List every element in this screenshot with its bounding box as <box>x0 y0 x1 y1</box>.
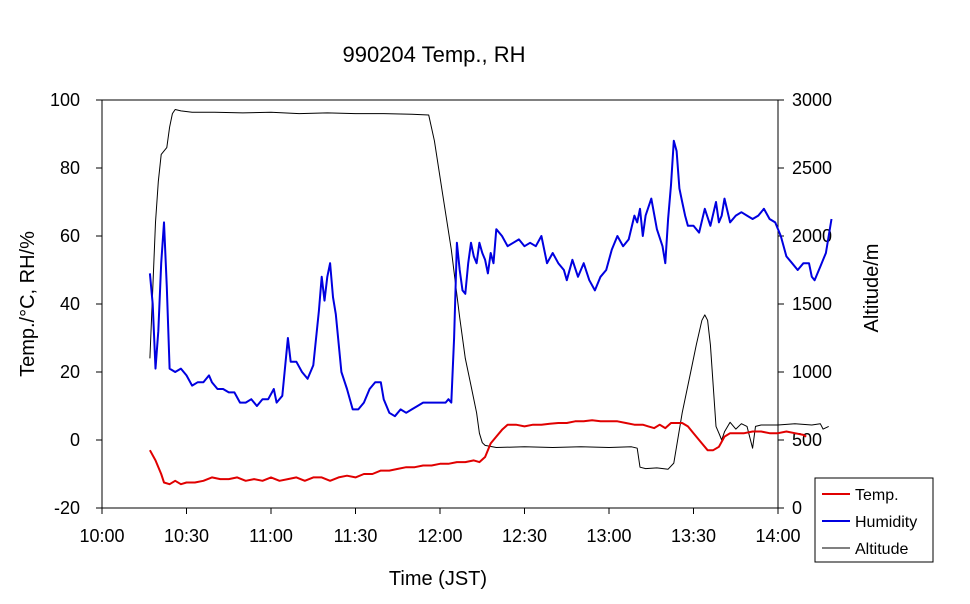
series-layer <box>148 109 833 486</box>
x-tick-label: 11:30 <box>334 526 378 546</box>
x-tick-label: 14:00 <box>755 526 800 546</box>
y-left-tick-label: 20 <box>60 362 80 382</box>
chart-title: 990204 Temp., RH <box>342 42 525 67</box>
series-line-altitude <box>149 109 829 470</box>
y-right-tick-label: 2000 <box>792 226 832 246</box>
x-tick-label: 13:30 <box>671 526 716 546</box>
y-left-tick-label: 60 <box>60 226 80 246</box>
y-right-tick-label: 2500 <box>792 158 832 178</box>
y-right-tick-label: 0 <box>792 498 802 518</box>
x-tick-label: 12:30 <box>502 526 547 546</box>
legend: Temp. Humidity Altitude <box>814 477 934 563</box>
y-left-tick-label: 100 <box>50 90 80 110</box>
y-right-axis-label: Altitude/m <box>861 244 883 333</box>
legend-label: Altitude <box>855 541 908 558</box>
y-right-tick-label: 1500 <box>792 294 832 314</box>
x-tick-label: 13:00 <box>586 526 631 546</box>
y-left-tick-label: 80 <box>60 158 80 178</box>
x-tick-label: 12:00 <box>417 526 462 546</box>
x-tick-label: 11:00 <box>249 526 293 546</box>
series-line-temp <box>149 419 807 486</box>
y-right-tick-label: 3000 <box>792 90 832 110</box>
y-left-tick-label: -20 <box>54 498 80 518</box>
y-left-tick-label: 40 <box>60 294 80 314</box>
x-tick-label: 10:30 <box>164 526 209 546</box>
y-right-tick-label: 1000 <box>792 362 832 382</box>
x-axis-ticks: 10:00 10:30 11:00 11:30 12:00 12:30 13:00 13:30… <box>79 508 801 546</box>
x-tick-label: 10:00 <box>79 526 124 546</box>
x-axis-label: Time (JST) <box>389 568 487 590</box>
legend-label: Temp. <box>855 487 899 504</box>
y-left-axis-ticks: 100 80 60 40 20 0 -20 <box>50 90 102 518</box>
y-left-axis-label: Temp./°C, RH/% <box>17 231 39 377</box>
series-line-humidity <box>148 139 833 418</box>
plot-area <box>101 99 779 509</box>
legend-label: Humidity <box>855 514 917 531</box>
y-left-tick-label: 0 <box>70 430 80 450</box>
